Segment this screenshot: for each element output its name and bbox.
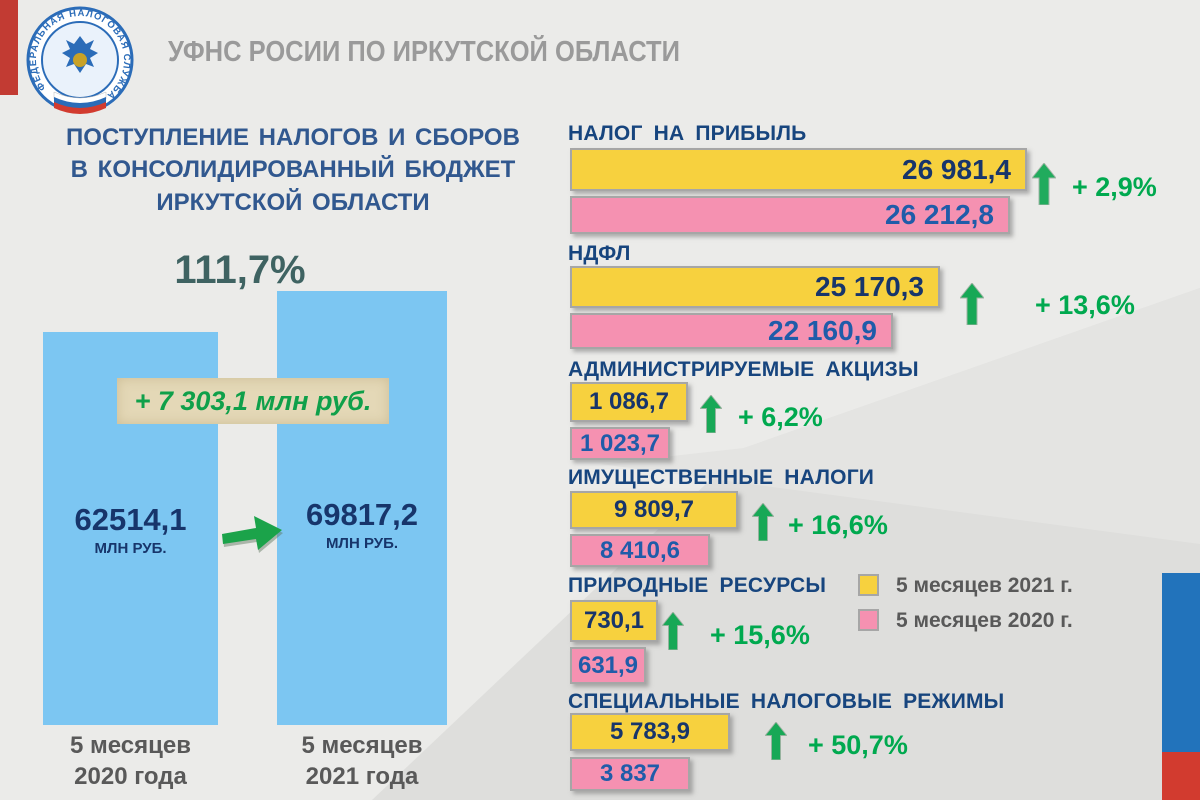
- right-edge-red-accent: [1162, 752, 1200, 800]
- total-growth-percent: 111,7%: [174, 248, 306, 292]
- bar-2021-property-tax: 9 809,7: [570, 491, 738, 529]
- section-header-excise: АДМИНИСТРИРУЕМЫЕ АКЦИЗЫ: [568, 358, 919, 381]
- bar-value: 22 160,9: [768, 315, 877, 346]
- growth-percent-natural-resources: + 15,6%: [710, 620, 810, 650]
- growth-percent-excise: + 6,2%: [738, 402, 823, 432]
- bar-2020-natural-resources: 631,9: [570, 647, 646, 684]
- bar-2021-special-regimes: 5 783,9: [570, 713, 730, 751]
- up-arrow-icon: [765, 722, 787, 760]
- flag-ribbon-icon: [53, 91, 107, 114]
- growth-right-arrow-icon: [222, 516, 282, 550]
- up-arrow-icon: [960, 283, 984, 325]
- bar-value: 8 410,6: [599, 536, 681, 564]
- bar-2021-total: [277, 291, 447, 725]
- bar-2021-excise: 1 086,7: [570, 382, 688, 422]
- growth-percent-special-regimes: + 50,7%: [808, 730, 908, 760]
- bar-2021-number: 69817,2: [305, 497, 419, 532]
- left-edge-red-accent: [0, 0, 18, 95]
- bar-value: 5 783,9: [609, 718, 691, 745]
- delta-annotation: + 7 303,1 млн руб.: [117, 378, 389, 424]
- section-header-natural-resources: ПРИРОДНЫЕ РЕСУРСЫ: [568, 574, 827, 597]
- bar-value: 730,1: [583, 607, 645, 634]
- bar-2021-profit-tax: 26 981,4: [570, 148, 1027, 191]
- bar-value: 9 809,7: [613, 496, 695, 523]
- bar-2021-unit: МЛН РУБ.: [325, 535, 399, 552]
- right-edge-blue-accent: [1162, 573, 1200, 752]
- bar-value: 26 212,8: [885, 199, 994, 230]
- section-header-special-regimes: СПЕЦИАЛЬНЫЕ НАЛОГОВЫЕ РЕЖИМЫ: [568, 690, 1005, 713]
- axis-label-2020: 5 месяцев 2020 года: [69, 732, 191, 791]
- growth-percent-ndfl: + 13,6%: [1035, 290, 1135, 320]
- bar-value: 26 981,4: [902, 153, 1011, 185]
- bar-2021-natural-resources: 730,1: [570, 600, 658, 642]
- bar-2021-ndfl: 25 170,3: [570, 266, 940, 308]
- section-header-ndfl: НДФЛ: [568, 242, 631, 265]
- eagle-emblem-icon: [62, 36, 98, 73]
- slide-title: ПОСТУПЛЕНИЕ НАЛОГОВ И СБОРОВ В КОНСОЛИДИ…: [66, 124, 520, 216]
- bar-value: 631,9: [577, 651, 639, 679]
- legend-label-2021: 5 месяцев 2021 г.: [896, 574, 1073, 597]
- axis-label-2021: 5 месяцев 2021 года: [301, 732, 423, 791]
- bar-2020-profit-tax: 26 212,8: [570, 196, 1010, 234]
- legend-swatch-2021: [858, 574, 879, 596]
- bar-2020-number: 62514,1: [74, 502, 187, 537]
- growth-percent-property-tax: + 16,6%: [788, 510, 888, 540]
- legend-swatch-2020: [858, 609, 879, 631]
- bar-value: 1 023,7: [579, 429, 661, 457]
- bar-value: 25 170,3: [815, 271, 924, 302]
- up-arrow-icon: [752, 503, 774, 541]
- bar-2020-property-tax: 8 410,6: [570, 534, 710, 567]
- up-arrow-icon: [662, 612, 684, 650]
- up-arrow-icon: [700, 395, 722, 433]
- legend-label-2020: 5 месяцев 2020 г.: [896, 609, 1073, 632]
- org-title: УФНС РОСИИ ПО ИРКУТСКОЙ ОБЛАСТИ: [168, 36, 680, 68]
- up-arrow-icon: [1032, 163, 1056, 205]
- bar-2020-value: 62514,1 МЛН РУБ.: [43, 502, 218, 557]
- bar-value: 1 086,7: [588, 388, 670, 415]
- bar-2020-excise: 1 023,7: [570, 427, 670, 460]
- growth-percent-profit-tax: + 2,9%: [1072, 172, 1157, 202]
- section-header-profit-tax: НАЛОГ НА ПРИБЫЛЬ: [568, 122, 807, 145]
- section-header-property-tax: ИМУЩЕСТВЕННЫЕ НАЛОГИ: [568, 466, 875, 489]
- federal-tax-service-logo-icon: ФЕДЕРАЛЬНАЯ НАЛОГОВАЯ СЛУЖБА: [26, 6, 134, 114]
- bar-2020-special-regimes: 3 837: [570, 757, 690, 791]
- bar-2020-unit: МЛН РУБ.: [94, 540, 167, 557]
- bar-2021-value: 69817,2 МЛН РУБ.: [277, 497, 447, 552]
- bar-2020-ndfl: 22 160,9: [570, 313, 893, 349]
- bar-value: 3 837: [599, 760, 661, 787]
